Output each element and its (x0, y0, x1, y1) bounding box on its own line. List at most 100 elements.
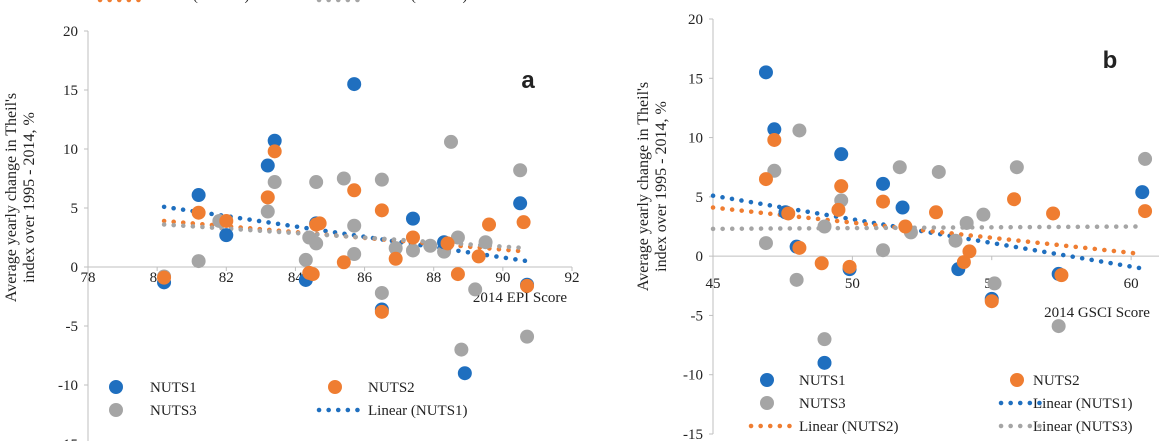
data-point-nuts3 (468, 282, 483, 297)
data-point-nuts3 (336, 171, 351, 186)
data-point-nuts3 (405, 243, 420, 258)
data-point-nuts1 (817, 355, 832, 370)
data-point-nuts2 (336, 255, 351, 270)
data-point-nuts2 (374, 203, 389, 218)
data-point-nuts3 (987, 276, 1002, 291)
data-point-nuts2 (842, 259, 857, 274)
y-axis-title-line: index over 1995 - 2014, % (653, 101, 670, 272)
legend-nuts2-label: NUTS2 (368, 380, 415, 396)
data-point-nuts2 (405, 230, 420, 245)
y-axis-title-line: Average yearly change in Theil's (635, 82, 652, 291)
data-point-nuts3 (817, 219, 832, 234)
data-point-nuts2 (267, 144, 282, 159)
data-point-nuts3 (876, 243, 891, 258)
y-axis-title-line: Average yearly change in Theil's (3, 93, 20, 302)
data-point-nuts3 (892, 160, 907, 175)
legend-nuts1-marker (760, 373, 774, 387)
data-point-nuts1 (876, 176, 891, 191)
data-point-nuts1 (267, 133, 282, 148)
data-point-nuts2 (374, 304, 389, 319)
data-point-nuts2 (516, 215, 531, 230)
data-point-nuts3 (959, 215, 974, 230)
data-point-nuts2 (1054, 268, 1069, 283)
data-point-nuts1 (191, 188, 206, 203)
legend-linear-nuts3-label: Linear (NUTS3) (368, 0, 468, 4)
y-tick-label: 10 (63, 142, 78, 158)
legend-nuts3-marker (109, 403, 123, 417)
y-tick-label: 0 (71, 260, 79, 276)
x-tick-label: 86 (357, 270, 373, 286)
x-axis-title: 2014 EPI Score (473, 290, 567, 306)
legend-nuts3-label: NUTS3 (150, 403, 197, 419)
data-point-nuts2 (482, 217, 497, 232)
data-point-nuts3 (792, 123, 807, 138)
data-point-nuts2 (758, 172, 773, 187)
y-tick-label: -5 (66, 319, 79, 335)
data-point-nuts2 (898, 219, 913, 234)
x-tick-label: 90 (495, 270, 510, 286)
data-point-nuts2 (956, 255, 971, 270)
legend-linear-nuts1-label: Linear (NUTS1) (368, 403, 468, 419)
data-point-nuts3 (309, 236, 324, 251)
y-tick-label: -15 (683, 427, 703, 441)
x-tick-label: 92 (565, 270, 580, 286)
x-tick-label: 82 (219, 270, 234, 286)
x-tick-label: 45 (706, 276, 721, 292)
x-tick-label: 88 (426, 270, 441, 286)
data-point-nuts3 (478, 235, 493, 250)
y-tick-label: 10 (688, 131, 703, 147)
data-point-nuts3 (454, 342, 469, 357)
data-point-nuts2 (962, 244, 977, 259)
trendline-linear-nuts2 (710, 205, 1142, 257)
data-point-nuts3 (1009, 160, 1024, 175)
chart-panel-a: -15-10-50510152078808284868890922014 EPI… (3, 0, 580, 441)
y-tick-label: 5 (696, 190, 704, 206)
data-point-nuts3 (298, 252, 313, 267)
data-point-nuts3 (931, 164, 946, 179)
trendline-linear-nuts3 (161, 222, 530, 251)
data-point-nuts2 (191, 205, 206, 220)
data-point-nuts2 (792, 240, 807, 255)
chart-b-svg: -15-10-505101520455055602014 GSCI ScoreA… (635, 12, 1159, 441)
data-point-nuts2 (929, 205, 943, 220)
data-point-nuts2 (1007, 192, 1022, 207)
data-point-nuts2 (984, 294, 999, 309)
panel-letter: a (521, 67, 535, 94)
data-point-nuts2 (781, 206, 796, 221)
trendline-linear-nuts1 (710, 193, 1142, 271)
data-point-nuts2 (450, 267, 465, 282)
data-point-nuts2 (219, 213, 234, 228)
y-tick-label: 15 (63, 83, 78, 99)
legend-nuts1-label: NUTS1 (799, 373, 846, 389)
data-point-nuts2 (305, 267, 320, 282)
data-point-nuts3 (191, 254, 206, 269)
data-point-nuts2 (347, 183, 362, 198)
data-point-nuts1 (260, 158, 275, 173)
data-point-nuts3 (388, 241, 403, 256)
data-point-nuts2 (471, 249, 486, 264)
y-tick-label: 15 (688, 71, 703, 87)
legend-linear-nuts2-label: Linear (NUTS2) (150, 0, 250, 4)
data-point-nuts2 (834, 179, 849, 194)
trendline-linear-nuts3 (710, 224, 1142, 232)
data-point-nuts1 (405, 211, 420, 226)
data-point-nuts3 (513, 163, 528, 178)
data-point-nuts2 (312, 216, 327, 231)
y-tick-label: 5 (71, 201, 79, 217)
data-point-nuts2 (157, 270, 172, 285)
data-point-nuts3 (309, 175, 324, 190)
data-point-nuts1 (767, 122, 782, 137)
x-tick-label: 78 (81, 270, 96, 286)
legend-linear-nuts1-label: Linear (NUTS1) (1033, 396, 1133, 412)
legend-nuts1-marker (109, 380, 123, 394)
chart-panel-b: -15-10-505101520455055602014 GSCI ScoreA… (582, 0, 1164, 441)
x-tick-label: 50 (845, 276, 860, 292)
data-point-nuts3 (520, 329, 535, 344)
y-axis-title-line: index over 1995 - 2014, % (21, 112, 38, 283)
data-point-nuts3 (758, 236, 773, 251)
y-tick-label: -10 (58, 378, 78, 394)
legend-nuts3-label: NUTS3 (799, 396, 846, 412)
y-tick-label: -10 (683, 368, 703, 384)
y-tick-label: 20 (688, 12, 703, 28)
data-point-nuts3 (1138, 151, 1153, 166)
